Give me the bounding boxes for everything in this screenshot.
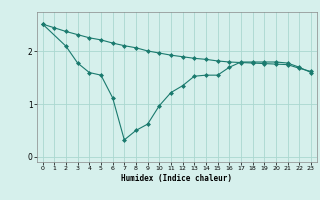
X-axis label: Humidex (Indice chaleur): Humidex (Indice chaleur) bbox=[121, 174, 232, 183]
